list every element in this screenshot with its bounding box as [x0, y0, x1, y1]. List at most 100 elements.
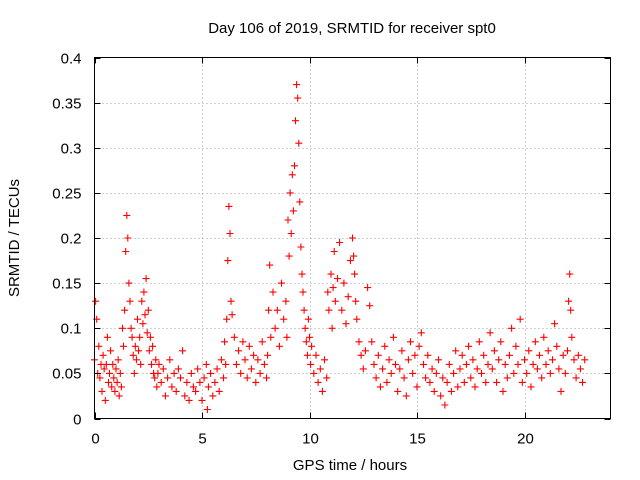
- data-point: [559, 351, 567, 359]
- data-point: [228, 311, 236, 319]
- data-point: [480, 351, 488, 359]
- data-point: [289, 207, 297, 215]
- data-point: [291, 162, 298, 170]
- data-point: [203, 406, 211, 413]
- data-point: [471, 383, 479, 391]
- data-point: [174, 365, 182, 373]
- data-point: [98, 387, 106, 395]
- data-point: [353, 315, 361, 323]
- data-point: [331, 297, 339, 305]
- data-point: [342, 320, 350, 328]
- data-point: [478, 369, 485, 377]
- data-point: [181, 392, 189, 400]
- data-point: [227, 297, 235, 305]
- data-point: [531, 338, 539, 346]
- data-point: [127, 324, 135, 332]
- data-point: [355, 338, 363, 346]
- y-tick-label: 0.35: [52, 96, 81, 113]
- data-point: [469, 356, 477, 364]
- data-point: [247, 365, 255, 373]
- data-point: [579, 378, 586, 386]
- data-point: [220, 374, 227, 382]
- y-tick-label: 0.25: [52, 186, 81, 203]
- data-point: [435, 356, 442, 364]
- data-point: [564, 347, 571, 355]
- data-point: [237, 369, 245, 377]
- data-point: [306, 333, 313, 341]
- data-point: [250, 351, 258, 359]
- data-point: [153, 383, 161, 391]
- data-point: [168, 383, 176, 391]
- data-point: [467, 374, 475, 382]
- data-point: [207, 369, 215, 377]
- data-point: [340, 279, 348, 287]
- data-point: [260, 360, 268, 368]
- data-point: [129, 351, 137, 359]
- data-point: [124, 234, 132, 242]
- data-point: [271, 324, 279, 332]
- data-point: [568, 333, 576, 341]
- data-point: [225, 202, 233, 210]
- data-point: [297, 243, 305, 251]
- data-point: [352, 297, 360, 305]
- data-point: [336, 239, 344, 246]
- data-point: [521, 356, 528, 364]
- data-point: [288, 171, 296, 179]
- data-point: [140, 288, 148, 296]
- data-point: [263, 374, 270, 382]
- data-point: [99, 351, 107, 359]
- data-point: [351, 270, 359, 278]
- data-point: [387, 369, 395, 377]
- data-point: [565, 297, 573, 305]
- data-point: [555, 365, 563, 373]
- data-point: [525, 347, 533, 355]
- chart-title: Day 106 of 2019, SRMTID for receiver spt…: [208, 20, 496, 37]
- x-axis-label: GPS time / hours: [293, 457, 407, 474]
- data-point: [553, 342, 561, 350]
- data-point: [269, 288, 277, 296]
- data-point: [296, 198, 304, 206]
- data-point: [508, 324, 516, 332]
- data-point: [523, 369, 531, 377]
- data-point: [192, 387, 200, 395]
- y-tick-label: 0.15: [52, 276, 81, 293]
- data-point: [148, 360, 155, 368]
- data-point: [484, 360, 492, 368]
- data-point: [278, 279, 285, 287]
- data-point: [293, 81, 301, 89]
- tick-labels: 0 0.05 0.1 0.15 0.2 0.25 0.3 0.35 0.4 0 5 10 15 20: [52, 51, 534, 448]
- data-point: [465, 342, 473, 350]
- data-point: [114, 356, 122, 364]
- data-point: [211, 378, 219, 386]
- data-point: [92, 297, 100, 305]
- data-point: [141, 311, 149, 319]
- data-point: [223, 315, 231, 323]
- data-point: [139, 320, 147, 328]
- data-point: [411, 351, 419, 359]
- data-point: [325, 306, 333, 314]
- x-tick-label: 10: [302, 431, 319, 448]
- data-point: [166, 356, 174, 364]
- data-point: [301, 324, 309, 332]
- data-point: [170, 369, 178, 377]
- data-point: [159, 365, 167, 373]
- data-point: [439, 374, 447, 382]
- data-point: [146, 333, 154, 341]
- data-point: [551, 320, 559, 328]
- data-point: [346, 257, 354, 265]
- data-point: [284, 216, 292, 224]
- data-point: [544, 347, 552, 355]
- data-point: [189, 383, 197, 391]
- data-point: [372, 374, 380, 382]
- data-point: [112, 365, 120, 373]
- data-point: [245, 342, 253, 350]
- data-point: [385, 356, 393, 364]
- data-point: [105, 378, 112, 386]
- data-point: [432, 369, 440, 377]
- data-point: [407, 338, 414, 346]
- data-point: [460, 378, 468, 386]
- data-point: [179, 347, 187, 355]
- data-point: [389, 333, 397, 341]
- data-point: [123, 211, 131, 219]
- data-point: [374, 351, 382, 359]
